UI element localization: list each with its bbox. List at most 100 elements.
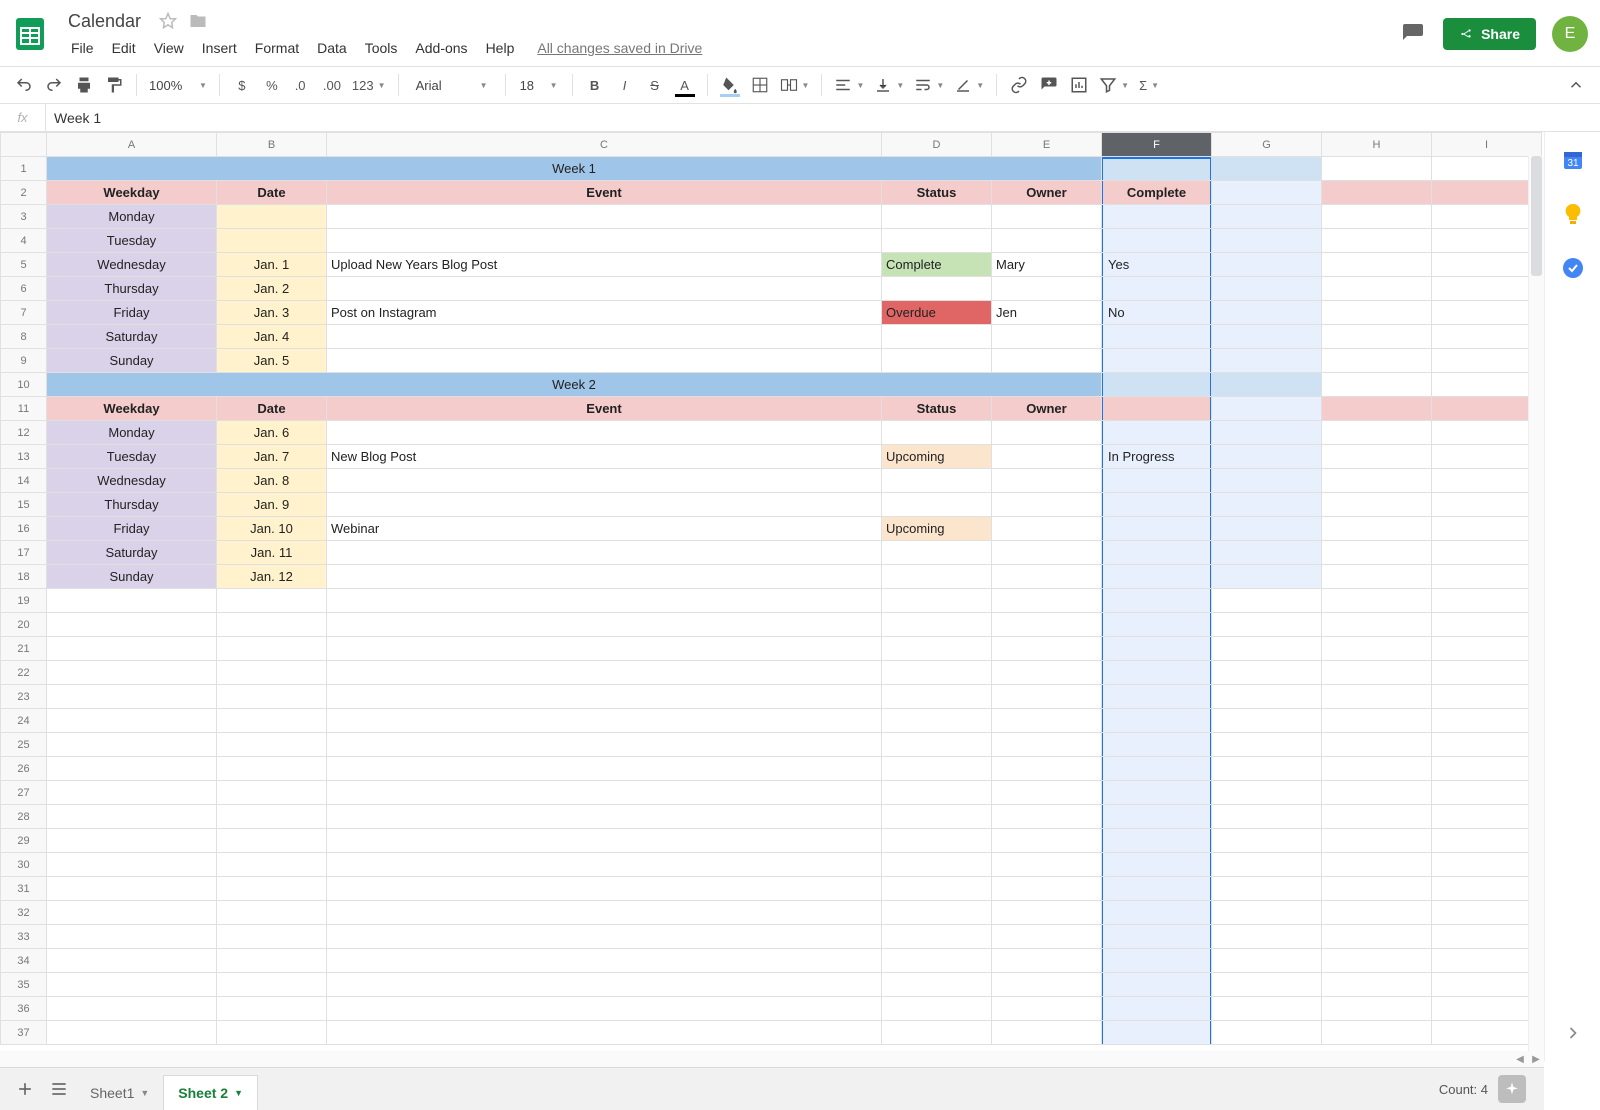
cell-E26[interactable] <box>992 757 1102 781</box>
cell-G30[interactable] <box>1212 853 1322 877</box>
cell-I19[interactable] <box>1432 589 1542 613</box>
cell-E34[interactable] <box>992 949 1102 973</box>
row-header-9[interactable]: 9 <box>1 349 47 373</box>
cell-G21[interactable] <box>1212 637 1322 661</box>
cell-B13[interactable]: Jan. 7 <box>217 445 327 469</box>
cell-B23[interactable] <box>217 685 327 709</box>
cell-E19[interactable] <box>992 589 1102 613</box>
row-header-17[interactable]: 17 <box>1 541 47 565</box>
cell-E2[interactable]: Owner <box>992 181 1102 205</box>
cell-A34[interactable] <box>47 949 217 973</box>
cell-G22[interactable] <box>1212 661 1322 685</box>
cell-F37[interactable] <box>1102 1021 1212 1045</box>
row-header-5[interactable]: 5 <box>1 253 47 277</box>
cell-C29[interactable] <box>327 829 882 853</box>
row-header-21[interactable]: 21 <box>1 637 47 661</box>
cell-H21[interactable] <box>1322 637 1432 661</box>
cell-C25[interactable] <box>327 733 882 757</box>
currency-icon[interactable]: $ <box>228 71 256 99</box>
column-header-E[interactable]: E <box>992 133 1102 157</box>
selection-count[interactable]: Count: 4 <box>1439 1082 1488 1097</box>
row-header-7[interactable]: 7 <box>1 301 47 325</box>
spreadsheet-grid[interactable]: ABCDEFGHI1Week 12WeekdayDateEventStatusO… <box>0 132 1542 1045</box>
cell-A8[interactable]: Saturday <box>47 325 217 349</box>
cell-D8[interactable] <box>882 325 992 349</box>
cell-G5[interactable] <box>1212 253 1322 277</box>
cell-I11[interactable] <box>1432 397 1542 421</box>
cell-C21[interactable] <box>327 637 882 661</box>
cell-H27[interactable] <box>1322 781 1432 805</box>
cell-H25[interactable] <box>1322 733 1432 757</box>
cell-D21[interactable] <box>882 637 992 661</box>
column-header-G[interactable]: G <box>1212 133 1322 157</box>
cell-G3[interactable] <box>1212 205 1322 229</box>
cell-D16[interactable]: Upcoming <box>882 517 992 541</box>
column-header-D[interactable]: D <box>882 133 992 157</box>
row-header-3[interactable]: 3 <box>1 205 47 229</box>
cell-G23[interactable] <box>1212 685 1322 709</box>
collapse-toolbar-icon[interactable] <box>1562 71 1590 99</box>
cell-A16[interactable]: Friday <box>47 517 217 541</box>
cell-B25[interactable] <box>217 733 327 757</box>
filter-icon[interactable]: ▼ <box>1095 71 1133 99</box>
cell-A29[interactable] <box>47 829 217 853</box>
cell-G18[interactable] <box>1212 565 1322 589</box>
cell-E17[interactable] <box>992 541 1102 565</box>
cell-G7[interactable] <box>1212 301 1322 325</box>
cell-B19[interactable] <box>217 589 327 613</box>
calendar-addon-icon[interactable]: 31 <box>1561 148 1585 172</box>
cell-A33[interactable] <box>47 925 217 949</box>
cell-E3[interactable] <box>992 205 1102 229</box>
cell-D36[interactable] <box>882 997 992 1021</box>
cell-D18[interactable] <box>882 565 992 589</box>
cell-G32[interactable] <box>1212 901 1322 925</box>
text-color-icon[interactable]: A <box>671 71 699 99</box>
cell-H28[interactable] <box>1322 805 1432 829</box>
cell-I20[interactable] <box>1432 613 1542 637</box>
sheet-tab-2[interactable]: Sheet 2▼ <box>163 1075 258 1110</box>
cell-H33[interactable] <box>1322 925 1432 949</box>
cell-D9[interactable] <box>882 349 992 373</box>
cell-D22[interactable] <box>882 661 992 685</box>
cell-B5[interactable]: Jan. 1 <box>217 253 327 277</box>
horizontal-scrollbar[interactable]: ◀ ▶ <box>0 1051 1544 1067</box>
cell-D13[interactable]: Upcoming <box>882 445 992 469</box>
row-header-22[interactable]: 22 <box>1 661 47 685</box>
cell-A9[interactable]: Sunday <box>47 349 217 373</box>
row-header-15[interactable]: 15 <box>1 493 47 517</box>
cell-A3[interactable]: Monday <box>47 205 217 229</box>
cell-H17[interactable] <box>1322 541 1432 565</box>
cell-I31[interactable] <box>1432 877 1542 901</box>
cell-B12[interactable]: Jan. 6 <box>217 421 327 445</box>
cell-F6[interactable] <box>1102 277 1212 301</box>
cell-I13[interactable] <box>1432 445 1542 469</box>
cell-B20[interactable] <box>217 613 327 637</box>
insert-chart-icon[interactable] <box>1065 71 1093 99</box>
cell-A14[interactable]: Wednesday <box>47 469 217 493</box>
row-header-10[interactable]: 10 <box>1 373 47 397</box>
cell-B27[interactable] <box>217 781 327 805</box>
cell-E4[interactable] <box>992 229 1102 253</box>
cell-B9[interactable]: Jan. 5 <box>217 349 327 373</box>
cell-F2[interactable]: Complete <box>1102 181 1212 205</box>
cell-D28[interactable] <box>882 805 992 829</box>
tasks-addon-icon[interactable] <box>1561 256 1585 280</box>
cell-G37[interactable] <box>1212 1021 1322 1045</box>
row-header-23[interactable]: 23 <box>1 685 47 709</box>
cell-F27[interactable] <box>1102 781 1212 805</box>
scroll-right-icon[interactable]: ▶ <box>1528 1051 1544 1067</box>
cell-I24[interactable] <box>1432 709 1542 733</box>
cell-F22[interactable] <box>1102 661 1212 685</box>
cell-D37[interactable] <box>882 1021 992 1045</box>
cell-D17[interactable] <box>882 541 992 565</box>
cell-C28[interactable] <box>327 805 882 829</box>
row-header-29[interactable]: 29 <box>1 829 47 853</box>
cell-E29[interactable] <box>992 829 1102 853</box>
cell-C32[interactable] <box>327 901 882 925</box>
menu-tools[interactable]: Tools <box>356 36 407 60</box>
cell-A17[interactable]: Saturday <box>47 541 217 565</box>
row-header-4[interactable]: 4 <box>1 229 47 253</box>
cell-F28[interactable] <box>1102 805 1212 829</box>
cell-I1[interactable] <box>1432 157 1542 181</box>
cell-I16[interactable] <box>1432 517 1542 541</box>
